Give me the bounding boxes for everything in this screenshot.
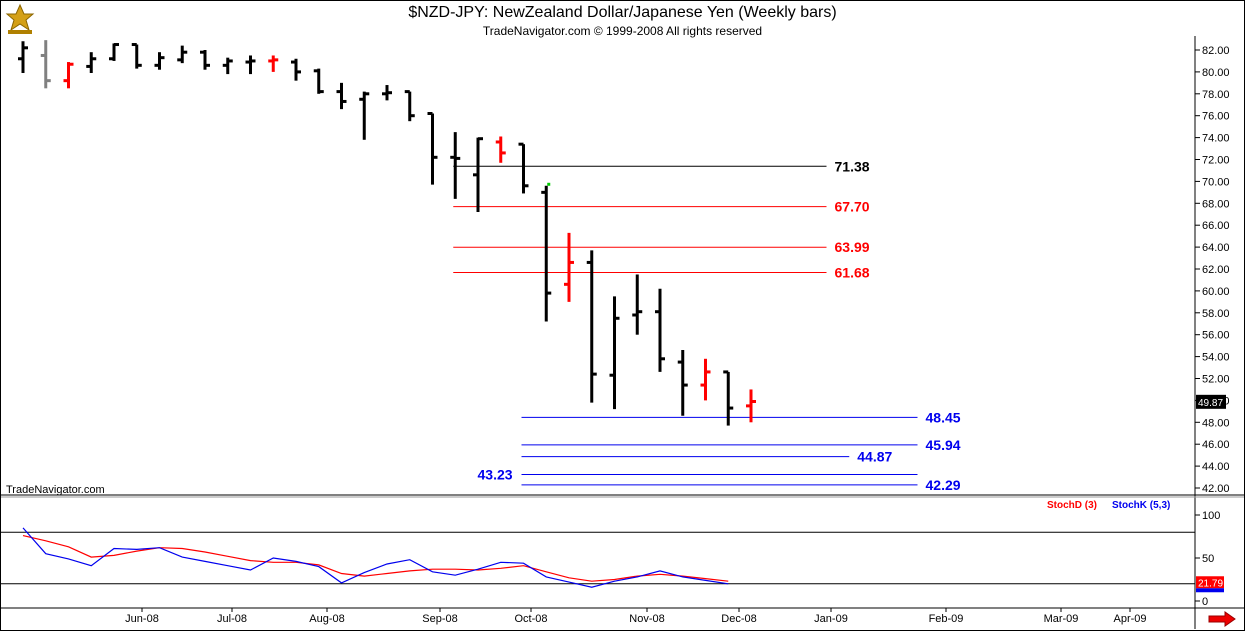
x-tick-label: Sep-08: [422, 613, 457, 625]
y-tick-label: 78.00: [1202, 89, 1230, 101]
copyright-text: TradeNavigator.com © 1999-2008 All right…: [482, 24, 763, 38]
level-label: 71.38: [835, 158, 870, 174]
ohlc-bar: [450, 132, 461, 199]
ohlc-bar: [40, 40, 51, 89]
ohlc-bar: [131, 43, 142, 69]
stoch-y-tick-label: 50: [1202, 553, 1214, 565]
ohlc-bar: [427, 112, 438, 185]
ohlc-bar: [109, 43, 119, 61]
ohlc-bar: [495, 136, 506, 163]
ohlc-bar: [63, 62, 74, 89]
level-label: 61.68: [835, 265, 870, 281]
ohlc-bar: [291, 58, 301, 81]
legend-stochd: StochD (3): [1047, 500, 1097, 511]
stoch-y-tick-label: 0: [1202, 596, 1208, 608]
y-tick-label: 44.00: [1202, 461, 1230, 473]
level-label: 43.23: [478, 467, 513, 483]
x-tick-label: Aug-08: [309, 613, 344, 625]
y-tick-label: 64.00: [1202, 242, 1230, 254]
ohlc-bar: [86, 52, 97, 73]
ohlc-bar: [586, 250, 597, 403]
ohlc-bar: [655, 288, 665, 372]
x-tick-label: Apr-09: [1113, 613, 1146, 625]
ohlc-bar: [700, 358, 711, 401]
y-tick-label: 48.00: [1202, 417, 1230, 429]
ohlc-bar: [382, 85, 392, 101]
level-label: 63.99: [835, 239, 870, 255]
stoch-k-badge: [1196, 588, 1224, 593]
trade-navigator-logo[interactable]: [2, 2, 38, 36]
y-tick-label: 82.00: [1202, 45, 1230, 57]
x-tick-label: Jan-09: [814, 613, 848, 625]
x-tick-label: Jun-08: [125, 613, 159, 625]
stoch-series-line: [22, 535, 729, 582]
stoch-series-line: [22, 527, 729, 588]
ohlc-bar: [313, 68, 324, 94]
level-label: 45.94: [926, 437, 961, 453]
level-label: 67.70: [835, 199, 870, 215]
last-price-label: 49.87: [1198, 398, 1223, 409]
y-tick-label: 80.00: [1202, 67, 1230, 79]
ohlc-bar: [245, 55, 256, 75]
y-tick-label: 42.00: [1202, 483, 1230, 495]
last-price-badge: [1196, 394, 1226, 409]
level-label: 42.29: [926, 477, 961, 493]
ohlc-bar: [18, 41, 28, 73]
y-tick-label: 58.00: [1202, 308, 1230, 320]
ohlc-bar: [541, 185, 552, 322]
ohlc-bar: [359, 91, 370, 140]
y-tick-label: 76.00: [1202, 111, 1230, 123]
y-tick-label: 72.00: [1202, 155, 1230, 167]
scroll-right-arrow-icon[interactable]: [1207, 611, 1237, 627]
x-tick-label: Dec-08: [721, 613, 756, 625]
ohlc-bar: [677, 350, 688, 416]
y-tick-label: 46.00: [1202, 439, 1230, 451]
ohlc-bar: [564, 232, 574, 302]
x-tick-label: Nov-08: [629, 613, 664, 625]
ohlc-bar: [154, 52, 165, 70]
y-tick-label: 56.00: [1202, 330, 1230, 342]
ohlc-bar: [177, 45, 188, 64]
y-tick-label: 54.00: [1202, 352, 1230, 364]
x-tick-label: Jul-08: [217, 613, 247, 625]
ohlc-bar: [404, 90, 415, 122]
ohlc-bar: [473, 137, 483, 213]
ohlc-bar: [746, 389, 756, 423]
y-tick-label: 74.00: [1202, 133, 1230, 145]
ohlc-bar: [518, 142, 529, 194]
stoch-last-badge: [1196, 576, 1224, 589]
x-tick-label: Oct-08: [514, 613, 547, 625]
level-label: 44.87: [857, 449, 892, 465]
ohlc-bar: [632, 274, 643, 335]
y-tick-label: 60.00: [1202, 286, 1230, 298]
ohlc-bar: [222, 57, 233, 75]
legend-stochk: StochK (5,3): [1112, 500, 1170, 511]
x-tick-label: Feb-09: [929, 613, 964, 625]
y-tick-label: 70.00: [1202, 176, 1230, 188]
y-tick-label: 52.00: [1202, 374, 1230, 386]
signal-marker: [547, 182, 551, 186]
ohlc-bar: [336, 82, 347, 110]
y-tick-label: 62.00: [1202, 264, 1230, 276]
ohlc-bar: [723, 370, 734, 426]
y-tick-label: 66.00: [1202, 220, 1230, 232]
watermark: TradeNavigator.com: [6, 484, 105, 496]
level-label: 48.45: [926, 409, 961, 425]
x-tick-label: Mar-09: [1044, 613, 1079, 625]
stoch-last-label: 21.79: [1198, 578, 1223, 589]
y-tick-label: 68.00: [1202, 198, 1230, 210]
chart-title: $NZD-JPY: NewZealand Dollar/Japanese Yen…: [408, 4, 837, 21]
ohlc-bar: [609, 296, 620, 410]
ohlc-bar: [268, 55, 279, 72]
stoch-y-tick-label: 100: [1202, 510, 1220, 522]
ohlc-bar: [200, 50, 210, 70]
